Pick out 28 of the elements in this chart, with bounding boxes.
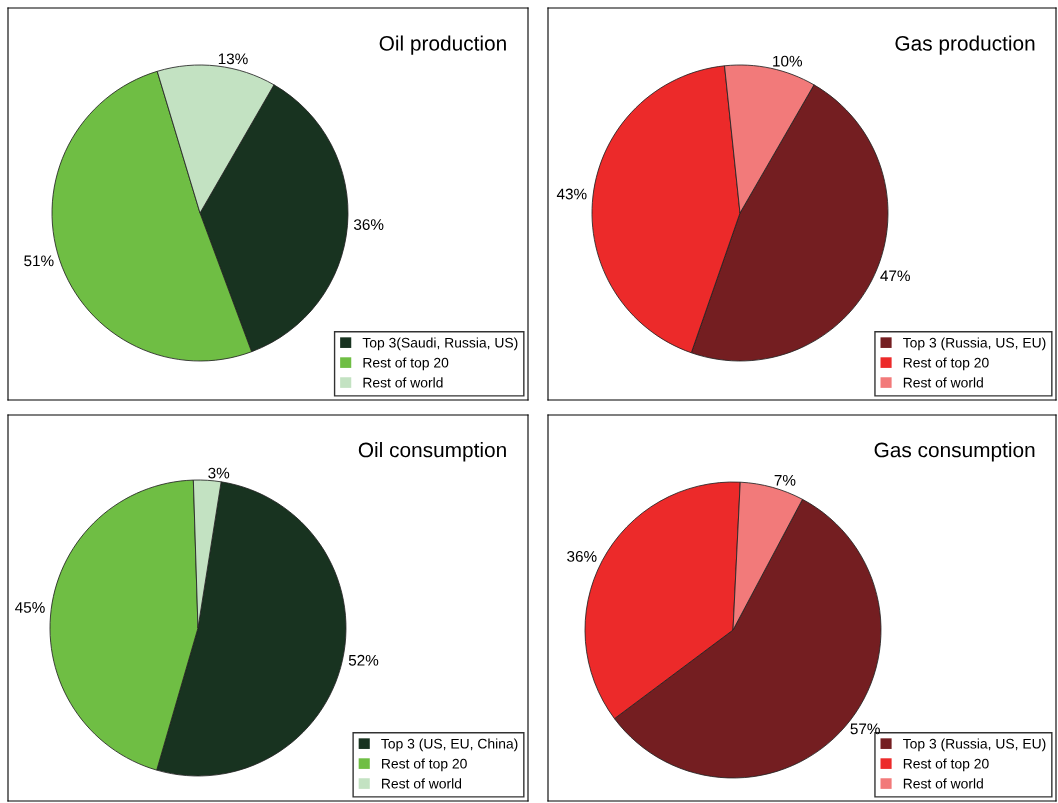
legend-label: Rest of world [363, 377, 443, 388]
chart-title: Oil consumption [358, 442, 506, 462]
legend-label: Top 3(Saudi, Russia, US) [362, 337, 518, 351]
data-label: 52% [348, 654, 379, 666]
legend-label: Rest of top 20 [382, 758, 467, 772]
legend-label: Rest of top 20 [363, 357, 449, 371]
legend-label: Rest of world [382, 778, 462, 789]
data-label: 36% [353, 219, 384, 230]
legend-label: Rest of top 20 [903, 758, 989, 772]
chart-title: Gas consumption [874, 442, 1035, 462]
data-label: 51% [24, 255, 54, 267]
legend-label: Rest of top 20 [903, 357, 989, 371]
data-label: 36% [567, 551, 597, 562]
legend-label: Rest of world [903, 778, 983, 789]
legend-label: Top 3 (Russia, US, EU) [903, 337, 1046, 351]
legend-label: Top 3 (US, EU, China) [381, 738, 518, 752]
data-label: 57% [850, 723, 880, 735]
data-label: 47% [880, 270, 910, 282]
chart-title: Gas production [895, 35, 1035, 55]
legend-label: Top 3 (Russia, US, EU) [903, 738, 1046, 752]
data-label: 43% [556, 188, 587, 200]
data-label: 7% [774, 474, 796, 486]
data-label: 3% [208, 467, 230, 479]
data-label: 45% [15, 602, 45, 613]
data-label: 10% [773, 55, 803, 67]
data-label: 13% [218, 53, 248, 65]
legend-label: Rest of world [903, 377, 983, 388]
chart-title: Oil production [379, 35, 506, 55]
